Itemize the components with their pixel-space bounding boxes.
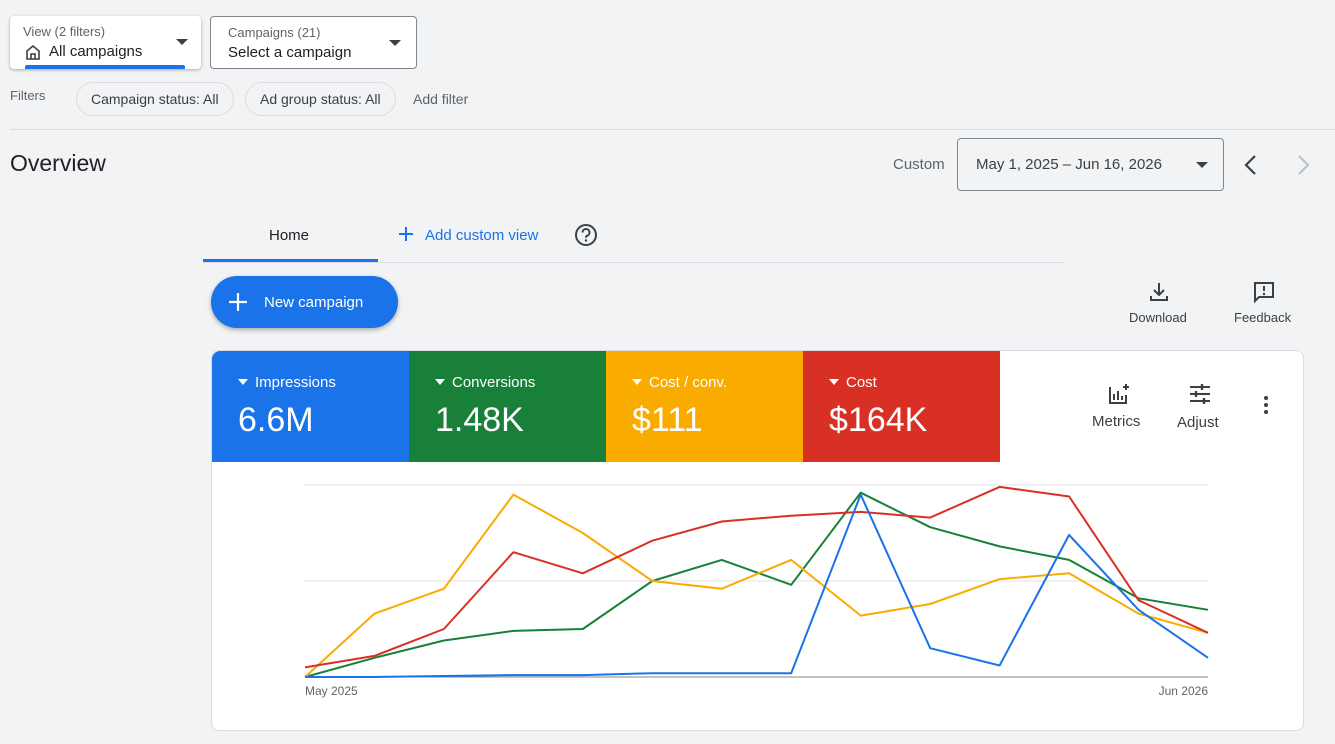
view-value: All campaigns — [49, 43, 143, 60]
campaigns-value: Select a campaign — [228, 44, 352, 61]
filter-chip[interactable]: Ad group status: All — [245, 82, 396, 116]
scorecard-label: Impressions — [255, 374, 336, 391]
scorecard[interactable]: Impressions 6.6M — [212, 351, 409, 462]
selected-underline — [25, 65, 185, 69]
feedback-label[interactable]: Feedback — [1234, 310, 1292, 325]
divider — [10, 129, 1335, 130]
date-range: May 1, 2025 – Jun 16, 2026 — [976, 156, 1162, 173]
more-menu[interactable] — [1258, 395, 1274, 417]
series-line — [304, 493, 1209, 678]
scorecard-arrow — [238, 379, 248, 385]
scorecard-label: Conversions — [452, 374, 536, 391]
campaigns-label: Campaigns (21) — [228, 25, 321, 40]
scorecard[interactable]: Cost $164K — [803, 351, 1000, 462]
series-line — [304, 485, 1209, 669]
tab-home[interactable]: Home — [269, 227, 310, 244]
scorecard-arrow — [632, 379, 642, 385]
download-icon[interactable] — [1148, 281, 1170, 303]
prev-button[interactable] — [1240, 153, 1262, 177]
new-campaign-button[interactable]: New campaign — [211, 276, 398, 328]
date-range-picker[interactable]: May 1, 2025 – Jun 16, 2026 — [957, 138, 1224, 191]
dropdown-arrow — [176, 39, 188, 45]
scorecard[interactable]: Conversions 1.48K — [409, 351, 606, 462]
add-filter[interactable]: Add filter — [413, 91, 469, 107]
scorecard-arrow — [435, 379, 445, 385]
scorecard-value: $164K — [829, 401, 928, 439]
dropdown-arrow — [1196, 162, 1208, 168]
scorecard-label: Cost / conv. — [649, 374, 728, 391]
series-line — [305, 493, 1209, 678]
filters-label: Filters — [10, 88, 46, 103]
metrics-icon[interactable] — [1107, 382, 1133, 406]
scorecard-value: 1.48K — [435, 401, 524, 439]
metrics-label[interactable]: Metrics — [1092, 413, 1141, 430]
campaign-selector[interactable]: Campaigns (21) Select a campaign — [210, 16, 417, 69]
adjust-icon[interactable] — [1188, 383, 1212, 405]
range-label: Custom — [893, 156, 945, 173]
tabs-divider — [203, 262, 1065, 263]
help-icon[interactable] — [574, 223, 598, 247]
scorecard-label: Cost — [846, 374, 877, 391]
scorecard-value: $111 — [632, 401, 703, 439]
scorecard-arrow — [829, 379, 839, 385]
scorecard[interactable]: Cost / conv. $111 — [606, 351, 803, 462]
new-campaign-label: New campaign — [264, 294, 364, 311]
view-label: View (2 filters) — [23, 24, 106, 39]
home-icon — [26, 44, 40, 60]
scorecard-value: 6.6M — [238, 401, 314, 439]
overview-title: Overview — [10, 150, 106, 176]
feedback-icon[interactable] — [1252, 280, 1276, 304]
active-tab-indicator — [203, 259, 378, 262]
dropdown-arrow — [389, 40, 401, 46]
next-button[interactable] — [1292, 153, 1314, 177]
view-selector[interactable]: View (2 filters) All campaigns — [10, 16, 201, 69]
filter-chip[interactable]: Campaign status: All — [76, 82, 234, 116]
series-line — [304, 491, 1209, 678]
plus-icon — [399, 227, 413, 241]
x-tick-label: Jun 2026 — [1159, 684, 1209, 698]
line-chart: May 2025 Jun 2026 — [304, 484, 1209, 698]
download-label[interactable]: Download — [1129, 310, 1187, 325]
add-custom-view[interactable]: Add custom view — [425, 227, 539, 244]
plus-icon — [229, 293, 247, 311]
x-tick-label: May 2025 — [305, 684, 358, 698]
adjust-label[interactable]: Adjust — [1177, 414, 1219, 431]
